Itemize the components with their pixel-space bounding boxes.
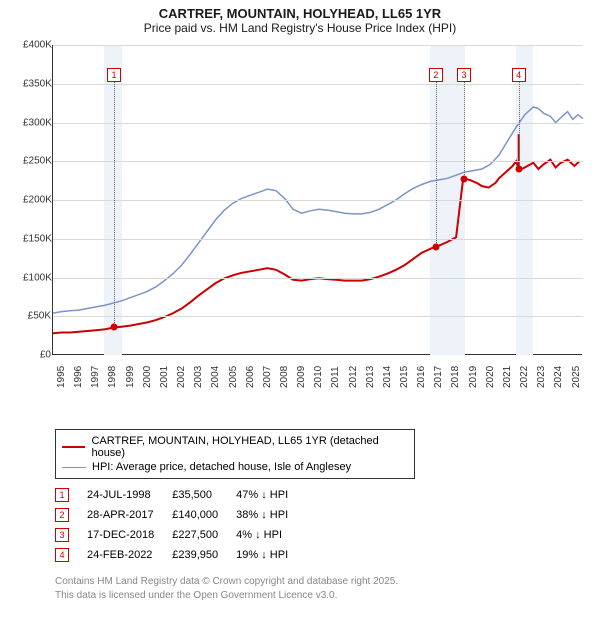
- y-axis-label: £400K: [23, 40, 51, 51]
- gridline: [53, 200, 583, 201]
- x-axis-label: 2006: [245, 366, 256, 388]
- sale-price: £239,950: [172, 545, 236, 565]
- x-axis-label: 2011: [330, 366, 341, 388]
- x-axis-label: 2003: [193, 366, 204, 388]
- x-axis-label: 2013: [365, 366, 376, 388]
- x-axis-label: 1996: [73, 366, 84, 388]
- sale-date: 24-JUL-1998: [87, 485, 172, 505]
- marker-dot: [460, 175, 467, 182]
- sale-price: £140,000: [172, 505, 236, 525]
- legend-label: CARTREF, MOUNTAIN, HOLYHEAD, LL65 1YR (d…: [91, 435, 408, 459]
- sale-date: 28-APR-2017: [87, 505, 172, 525]
- sale-price: £35,500: [172, 485, 236, 505]
- table-row: 2 28-APR-2017£140,00038% ↓ HPI: [55, 505, 306, 525]
- legend-label: HPI: Average price, detached house, Isle…: [92, 461, 351, 473]
- legend-box: CARTREF, MOUNTAIN, HOLYHEAD, LL65 1YR (d…: [55, 429, 415, 479]
- gridline: [53, 278, 583, 279]
- x-axis-label: 2001: [159, 366, 170, 388]
- x-axis-label: 2012: [348, 366, 359, 388]
- legend-item: HPI: Average price, detached house, Isle…: [62, 460, 408, 474]
- x-axis-label: 2010: [313, 366, 324, 388]
- table-row: 4 24-FEB-2022£239,95019% ↓ HPI: [55, 545, 306, 565]
- marker-label: 2: [429, 68, 443, 82]
- y-axis-label: £0: [23, 350, 51, 361]
- legend-item: CARTREF, MOUNTAIN, HOLYHEAD, LL65 1YR (d…: [62, 434, 408, 460]
- marker-label: 1: [107, 68, 121, 82]
- table-row: 1 24-JUL-1998£35,50047% ↓ HPI: [55, 485, 306, 505]
- x-axis-label: 2024: [553, 366, 564, 388]
- x-axis-label: 2007: [262, 366, 273, 388]
- x-axis-label: 2005: [228, 366, 239, 388]
- series-line: [53, 134, 580, 333]
- marker-dot: [111, 324, 118, 331]
- footer-text: Contains HM Land Registry data © Crown c…: [55, 575, 600, 602]
- x-axis-label: 1997: [90, 366, 101, 388]
- sales-table: 1 24-JUL-1998£35,50047% ↓ HPI 2 28-APR-2017…: [55, 485, 600, 565]
- y-axis-label: £100K: [23, 272, 51, 283]
- x-axis-label: 2014: [382, 366, 393, 388]
- chart-subtitle: Price paid vs. HM Land Registry's House …: [0, 21, 600, 39]
- sale-pct: 38% ↓ HPI: [236, 505, 306, 525]
- gridline: [53, 45, 583, 46]
- x-axis-label: 2008: [279, 366, 290, 388]
- x-axis-label: 2015: [399, 366, 410, 388]
- marker-dot: [515, 166, 522, 173]
- sale-marker: 3: [55, 528, 69, 542]
- sale-pct: 4% ↓ HPI: [236, 525, 306, 545]
- x-axis-label: 2004: [210, 366, 221, 388]
- x-axis-label: 1995: [56, 366, 67, 388]
- sale-date: 24-FEB-2022: [87, 545, 172, 565]
- x-axis-label: 2021: [502, 366, 513, 388]
- footer-line-2: This data is licensed under the Open Gov…: [55, 589, 600, 603]
- sale-marker: 1: [55, 488, 69, 502]
- x-axis-label: 2018: [450, 366, 461, 388]
- x-axis-label: 1998: [107, 366, 118, 388]
- sale-pct: 47% ↓ HPI: [236, 485, 306, 505]
- chart-title: CARTREF, MOUNTAIN, HOLYHEAD, LL65 1YR: [0, 0, 600, 21]
- x-axis-label: 2016: [416, 366, 427, 388]
- x-axis-label: 2025: [571, 366, 582, 388]
- gridline: [53, 123, 583, 124]
- x-axis-label: 2002: [176, 366, 187, 388]
- series-line: [53, 107, 583, 313]
- gridline: [53, 239, 583, 240]
- marker-label: 3: [457, 68, 471, 82]
- legend-swatch: [62, 446, 85, 448]
- y-axis-label: £50K: [23, 311, 51, 322]
- table-row: 3 17-DEC-2018£227,5004% ↓ HPI: [55, 525, 306, 545]
- y-axis-label: £150K: [23, 233, 51, 244]
- gridline: [53, 84, 583, 85]
- x-axis-label: 2000: [142, 366, 153, 388]
- x-axis-label: 2020: [485, 366, 496, 388]
- sale-pct: 19% ↓ HPI: [236, 545, 306, 565]
- sale-date: 17-DEC-2018: [87, 525, 172, 545]
- x-axis-label: 2023: [536, 366, 547, 388]
- x-axis-label: 1999: [125, 366, 136, 388]
- legend-swatch: [62, 467, 86, 468]
- marker-line: [464, 82, 465, 178]
- sale-price: £227,500: [172, 525, 236, 545]
- sale-marker: 4: [55, 548, 69, 562]
- marker-dot: [432, 243, 439, 250]
- plot-area: £0£50K£100K£150K£200K£250K£300K£350K£400…: [52, 45, 582, 355]
- x-axis-label: 2019: [468, 366, 479, 388]
- gridline: [53, 316, 583, 317]
- marker-line: [519, 82, 520, 169]
- marker-line: [436, 82, 437, 246]
- marker-line: [114, 82, 115, 327]
- x-axis-label: 2017: [433, 366, 444, 388]
- y-axis-label: £300K: [23, 117, 51, 128]
- marker-label: 4: [512, 68, 526, 82]
- x-axis-label: 2022: [519, 366, 530, 388]
- sale-marker: 2: [55, 508, 69, 522]
- footer-line-1: Contains HM Land Registry data © Crown c…: [55, 575, 600, 589]
- y-axis-label: £350K: [23, 78, 51, 89]
- gridline: [53, 161, 583, 162]
- chart-area: £0 £50K £100K £150K £200K £250K £300K £350K £400…: [22, 39, 592, 419]
- y-axis-label: £200K: [23, 195, 51, 206]
- x-axis-label: 2009: [296, 366, 307, 388]
- y-axis-label: £250K: [23, 156, 51, 167]
